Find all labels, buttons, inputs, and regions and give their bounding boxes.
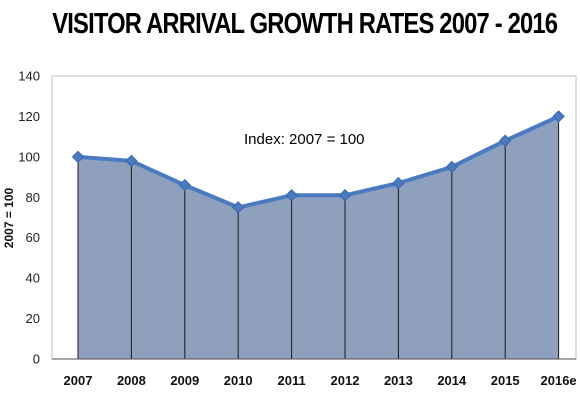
chart-annotation: Index: 2007 = 100 (244, 131, 365, 148)
line-layer (76, 114, 561, 210)
x-tick-label-2015: 2015 (491, 373, 520, 388)
y-axis: 0 20 40 60 80 100 120 140 (18, 69, 40, 367)
chart-title: VISITOR ARRIVAL GROWTH RATES 2007 - 2016 (52, 8, 558, 40)
marker-layer (71, 110, 565, 214)
x-tick-label-2016e: 2016e (541, 373, 577, 388)
x-tick-label-2013: 2013 (384, 373, 413, 388)
data-point-2007 (71, 150, 85, 164)
y-tick-label: 140 (18, 69, 40, 84)
data-point-2015 (498, 134, 512, 147)
x-tick-label-2011: 2011 (277, 373, 305, 388)
y-tick-label: 20 (26, 311, 40, 326)
y-tick-label: 100 (18, 149, 40, 164)
y-axis-title: 2007 = 100 (2, 187, 16, 248)
series-line (76, 114, 561, 210)
y-tick-label: 80 (26, 190, 40, 205)
data-point-2010 (231, 201, 245, 214)
data-point-2016e (552, 110, 565, 123)
x-tick-label-2010: 2010 (224, 373, 253, 388)
x-axis: 2007 2008 2009 2010 2011 2012 2013 2014 2015 2016… (64, 373, 577, 388)
data-point-2012 (338, 189, 352, 202)
x-tick-label-2009: 2009 (170, 373, 199, 388)
x-tick-label-2014: 2014 (437, 373, 467, 388)
y-tick-label: 60 (26, 230, 40, 245)
data-point-2009 (178, 178, 192, 192)
area-fill (78, 116, 559, 359)
x-tick-label-2007: 2007 (64, 373, 93, 388)
y-tick-label: 0 (33, 352, 40, 367)
data-point-2014 (445, 160, 459, 174)
data-point-2011 (285, 189, 298, 202)
y-tick-label: 40 (26, 271, 40, 286)
area-layer (78, 116, 559, 359)
x-tick-label-2008: 2008 (117, 373, 146, 388)
x-tick-label-2012: 2012 (331, 373, 360, 388)
data-point-2008 (125, 154, 138, 168)
data-point-2013 (392, 176, 405, 190)
grid-layer (52, 116, 576, 360)
y-tick-label: 120 (18, 109, 40, 124)
